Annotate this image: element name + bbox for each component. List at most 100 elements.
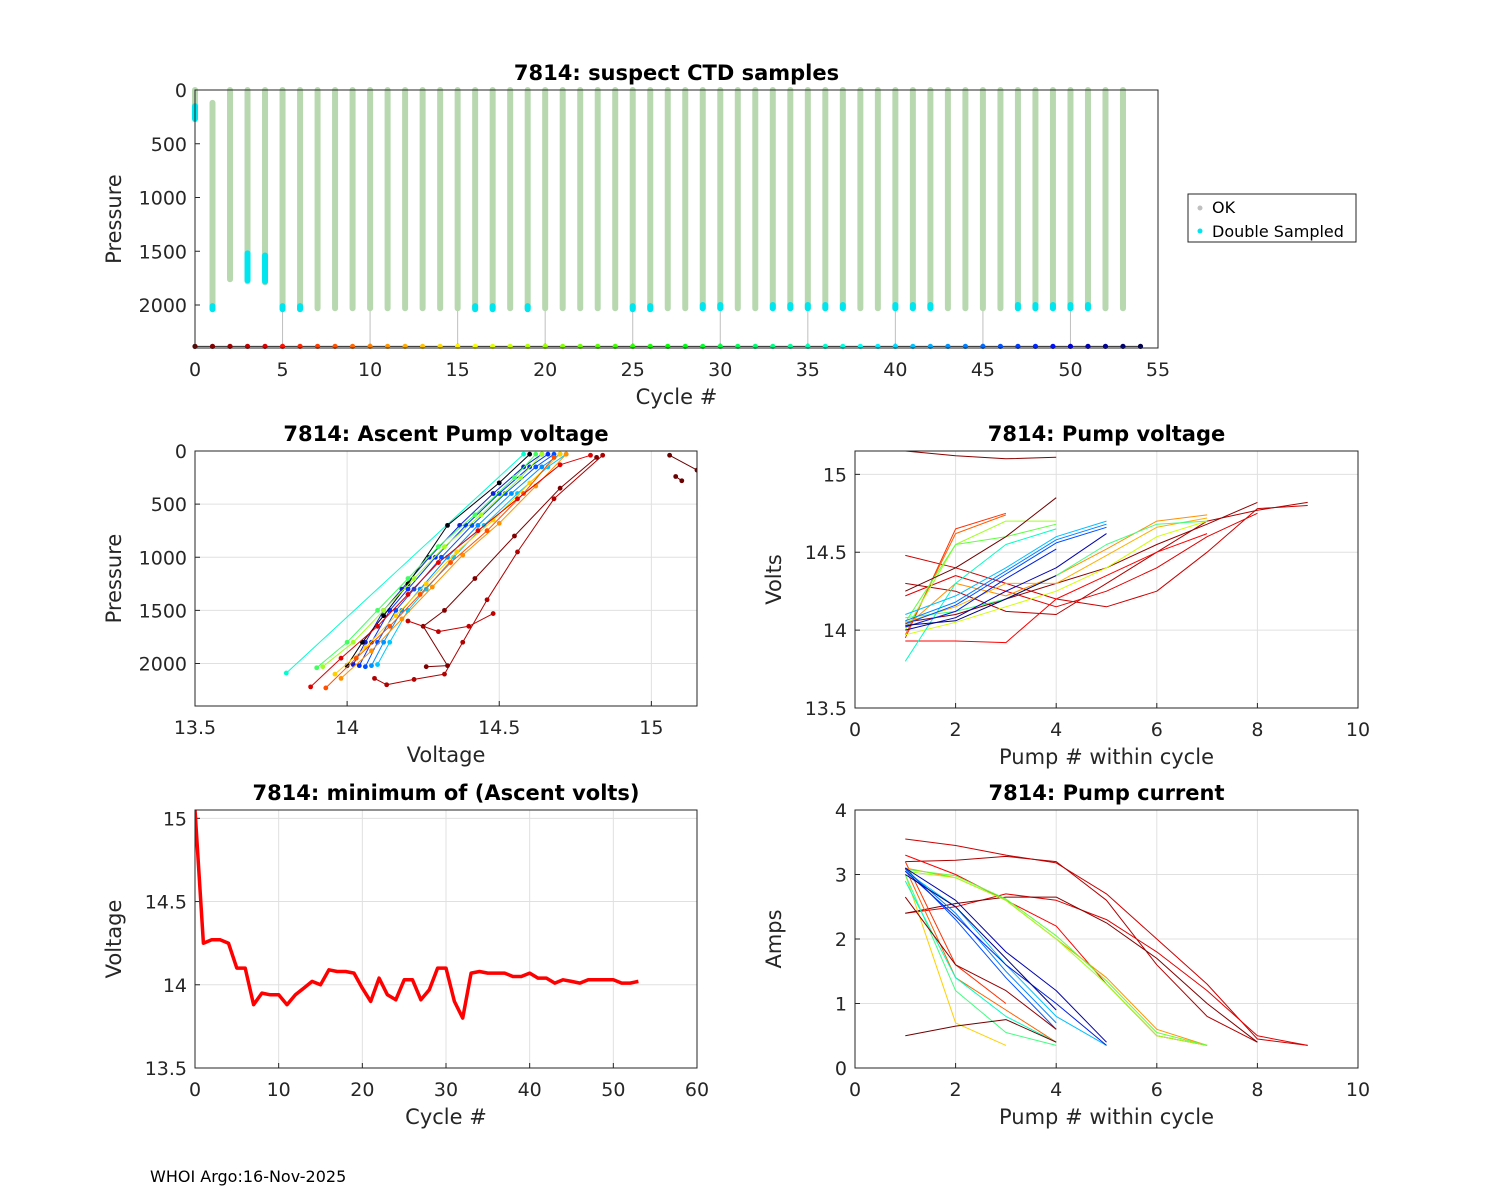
data-point [521,451,526,457]
data-point [478,512,484,518]
data-point [417,586,423,592]
data-point [362,664,368,670]
minvolt-tick-labels: 0 10 20 30 40 50 60 13.5 14 14.5 15 [145,808,709,1101]
data-point [472,576,478,581]
series-line [904,523,1057,623]
data-point [512,533,517,539]
x-tick-label: 4 [1050,719,1062,741]
data-point [350,639,356,645]
data-point [460,639,466,645]
legend-box [1187,193,1357,243]
series-group [195,810,639,1020]
data-point [308,684,314,690]
series-line [195,810,639,1020]
suspect-tick-labels: 0 5 10 15 20 25 30 35 40 45 50 55 0 500 1000 1500 2000 [139,80,1170,381]
pumpcurrent-title: 7814: Pump current [988,781,1224,805]
min-voltage-panel: 0 10 20 30 40 50 60 13.5 14 14.5 15 7814: minimum … [102,781,709,1129]
x-tick-label: 8 [1251,719,1263,741]
minvolt-title: 7814: minimum of (Ascent volts) [252,781,639,805]
x-tick-label: 2 [950,1079,962,1101]
series-line [905,575,1057,626]
pumpvolt-x-label: Pump # within cycle [999,745,1214,769]
x-tick-label: 0 [189,359,201,381]
series-line [374,454,604,686]
suspect-plot-area [192,87,1144,349]
y-tick-label: 15 [163,808,187,830]
data-point [411,586,417,592]
data-point [344,639,350,645]
pump-current-panel: 0 2 4 6 8 10 0 1 2 3 4 7814: Pump current Pump # w… [762,781,1370,1129]
data-point [405,592,411,597]
data-point [557,485,563,491]
y-tick-label: 4 [835,800,847,822]
data-point [496,520,502,526]
data-point [466,623,472,629]
data-point [314,665,320,671]
data-point [539,464,545,470]
data-point [417,592,423,597]
legend-ok-marker [1197,205,1203,211]
y-tick-label: 14.5 [805,542,847,564]
ascent-title: 7814: Ascent Pump voltage [283,422,608,446]
y-tick-label: 3 [835,865,847,887]
x-tick-label: 0 [849,719,861,741]
x-tick-label: 14.5 [478,717,520,739]
ascent-grid [194,450,697,706]
data-point [490,491,496,496]
data-point [515,496,520,502]
data-point [563,451,569,457]
data-point [679,478,685,484]
data-point [515,549,520,555]
y-tick-label: 1000 [139,188,187,210]
data-point [323,685,329,691]
data-point [527,480,533,486]
x-tick-label: 15 [446,359,470,381]
series-group [283,451,697,691]
series-group [904,838,1308,1046]
series-line [904,867,1057,1043]
data-point [502,491,508,496]
data-point [372,675,377,681]
data-point [411,677,417,682]
series-line [905,870,1208,1046]
data-point [381,607,387,613]
x-tick-label: 10 [267,1079,291,1101]
series-line [905,893,1308,1046]
data-point [381,639,387,645]
data-point [484,597,490,603]
y-tick-label: 0 [835,1058,847,1080]
x-tick-label: 50 [601,1079,625,1101]
y-tick-label: 2000 [139,654,187,676]
x-tick-label: 14 [335,717,359,739]
series-line [905,505,1308,608]
data-point [600,452,606,458]
footer-credit: WHOI Argo:16-Nov-2025 [150,1167,346,1186]
data-point [353,655,359,661]
data-point [551,496,557,502]
ascent-plot-area [283,451,697,691]
series-line [905,533,1208,644]
y-tick-label: 13.5 [805,698,847,720]
x-tick-label: 30 [434,1079,458,1101]
series-line [669,454,697,471]
data-point [594,454,599,460]
series-line [905,1019,1057,1043]
data-point [375,662,380,667]
ascent-tick-labels: 13.5 14 14.5 15 0 500 1000 1500 2000 [139,441,664,739]
data-point [527,451,533,457]
minvolt-y-label: Voltage [102,900,126,979]
data-point [387,623,393,629]
suspect-ctd-panel: 0 5 10 15 20 25 30 35 40 45 50 55 0 500 1000 1500 2000 7… [102,61,1357,409]
legend-double-label: Double Sampled [1212,222,1344,241]
data-point [375,607,380,613]
data-point [460,552,466,558]
y-tick-label: 13.5 [145,1058,187,1080]
y-tick-label: 500 [151,494,187,516]
x-tick-label: 5 [276,359,288,381]
data-point [557,451,563,457]
suspect-legend: OK Double Sampled [1187,193,1357,243]
data-point [399,616,405,622]
data-point [369,663,374,669]
y-tick-label: 500 [151,134,187,156]
data-point [405,586,411,592]
